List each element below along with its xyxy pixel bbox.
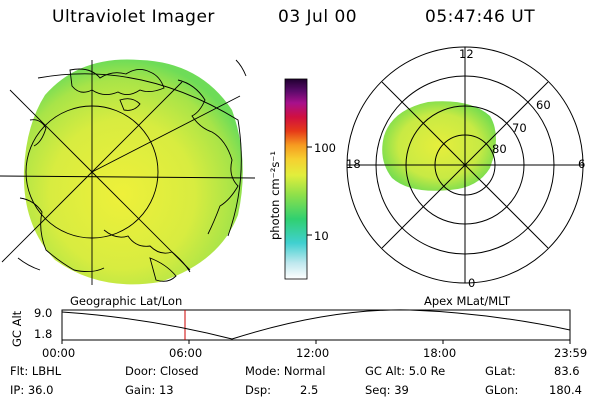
- time-label: 05:47:46 UT: [425, 7, 536, 27]
- altitude-ytick-low: 1.8: [34, 327, 53, 341]
- altitude-xtick-1800: 18:00: [423, 346, 457, 360]
- glat-label: GLat:: [485, 364, 516, 378]
- polar-plot: [346, 46, 584, 284]
- mode-status: Mode: Normal: [245, 364, 326, 378]
- colorbar-tick-10: 10: [314, 229, 329, 243]
- mlat-label-60: 60: [536, 98, 551, 112]
- seq-status: Seq: 39: [365, 383, 409, 397]
- dsp-value: 2.5: [300, 383, 319, 397]
- colorbar-unit-label: photon cm⁻²s⁻¹: [268, 151, 282, 240]
- door-status: Door: Closed: [125, 364, 199, 378]
- mlt-label-12: 12: [459, 47, 474, 61]
- earth-disk-emission: [23, 59, 243, 285]
- dsp-label: Dsp:: [245, 383, 272, 397]
- mlt-label-0: 0: [468, 276, 476, 290]
- geo-panel-caption: Geographic Lat/Lon: [70, 294, 183, 308]
- lat-lon-grid: [0, 60, 256, 285]
- color-scale-ticks: [307, 146, 312, 236]
- altitude-xtick-2359: 23:59: [554, 346, 588, 360]
- altitude-curve: [61, 309, 571, 340]
- altitude-xtick-1200: 12:00: [296, 346, 330, 360]
- glat-value: 83.6: [554, 364, 580, 378]
- app-title: Ultraviolet Imager: [52, 7, 215, 27]
- altitude-xtick-0000: 00:00: [42, 346, 76, 360]
- altitude-plot: [61, 309, 571, 344]
- altitude-xtick-0600: 06:00: [169, 346, 203, 360]
- filter-status: Flt: LBHL: [10, 364, 62, 378]
- gain-status: Gain: 13: [125, 383, 174, 397]
- polar-panel-caption: Apex MLat/MLT: [424, 294, 511, 308]
- glon-value: 180.4: [549, 383, 582, 397]
- altitude-ylabel: GC Alt: [10, 310, 24, 347]
- auroral-oval: [382, 101, 496, 191]
- mlat-label-80: 80: [492, 142, 507, 156]
- gc-alt-status: GC Alt: 5.0 Re: [365, 364, 446, 378]
- mlt-label-6: 6: [578, 157, 586, 171]
- glon-label: GLon:: [485, 383, 519, 397]
- altitude-ytick-high: 9.0: [34, 306, 53, 320]
- date-label: 03 Jul 00: [278, 7, 358, 27]
- mlat-label-70: 70: [512, 121, 527, 135]
- ip-status: IP: 36.0: [10, 383, 54, 397]
- mlt-label-18: 18: [346, 157, 361, 171]
- colorbar-tick-100: 100: [314, 141, 336, 155]
- geo-image-panel: [0, 59, 256, 285]
- color-scale-bar: [284, 78, 308, 280]
